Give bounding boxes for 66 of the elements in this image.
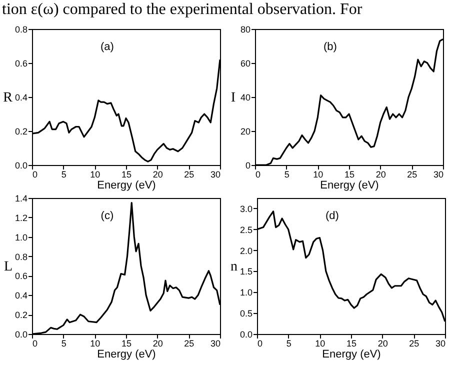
x-tick-label: 25 [407, 170, 418, 180]
y-tick-label: 1.5 [240, 266, 252, 277]
y-axis-title: R [3, 90, 14, 106]
y-tick-label: 1.2 [14, 212, 28, 223]
x-axis-title: Energy (eV) [322, 348, 381, 360]
x-tick-label: 10 [313, 170, 324, 180]
y-tick-label: 0 [245, 160, 250, 170]
y-tick-label: 2.5 [240, 224, 252, 235]
y-tick-label: 3.0 [240, 204, 252, 214]
x-tick-label: 30 [210, 338, 220, 348]
x-tick-label: 10 [90, 170, 100, 180]
annotation: (a) [100, 41, 114, 53]
x-tick-label: 20 [152, 338, 163, 348]
annotation: (b) [323, 41, 337, 53]
y-axis-title: n [230, 260, 238, 274]
y-tick-label: 40 [240, 92, 250, 102]
x-axis-title: Energy (eV) [97, 348, 156, 360]
x-tick-label: 15 [346, 338, 357, 348]
x-axis-title: Energy (eV) [97, 180, 156, 192]
y-tick-label: 60 [240, 58, 250, 68]
x-tick-label: 30 [210, 170, 220, 180]
y-tick-label: 20 [240, 126, 250, 136]
x-tick-label: 5 [286, 338, 292, 348]
y-tick-label: 0.0 [240, 330, 252, 340]
y-tick-label: 0.0 [14, 330, 28, 340]
x-axis-title: Energy (eV) [320, 180, 379, 192]
x-tick-label: 15 [121, 338, 132, 348]
y-tick-label: 0.8 [14, 252, 28, 262]
annotation: (d) [325, 210, 339, 222]
y-tick-label: 0.0 [14, 160, 28, 170]
x-tick-label: 20 [378, 338, 388, 348]
x-tick-label: 10 [315, 338, 326, 348]
y-tick-label: 1.4 [14, 194, 28, 204]
y-tick-label: 0.6 [14, 271, 28, 282]
x-tick-label: 15 [121, 170, 132, 180]
y-tick-label: 0.2 [14, 126, 28, 136]
y-tick-label: 0.6 [14, 58, 28, 68]
x-tick-label: 20 [376, 170, 386, 180]
text: tion ε(ω) compared to the experimental observation. For [1, 0, 364, 20]
y-tick-label: 0.4 [14, 290, 28, 301]
x-tick-label: 25 [184, 338, 194, 348]
x-tick-label: 0 [32, 170, 38, 180]
y-tick-label: 0.2 [14, 310, 28, 320]
x-tick-label: 5 [284, 170, 290, 180]
y-axis-title: I [230, 90, 236, 106]
x-tick-label: 15 [344, 170, 355, 180]
y-tick-label: 80 [240, 24, 250, 34]
x-tick-label: 0 [256, 170, 261, 180]
annotation: (c) [100, 210, 114, 222]
x-tick-label: 0 [258, 338, 263, 348]
x-tick-label: 30 [435, 338, 446, 348]
y-tick-label: 2.0 [240, 246, 252, 256]
x-tick-label: 30 [433, 170, 444, 180]
x-tick-label: 25 [184, 170, 194, 180]
y-tick-label: 0.4 [14, 92, 28, 102]
x-tick-label: 5 [61, 170, 66, 180]
x-tick-label: 20 [152, 170, 163, 180]
y-tick-label: 1.0 [14, 232, 28, 242]
x-tick-label: 25 [409, 338, 420, 348]
x-tick-label: 5 [61, 338, 66, 348]
x-tick-label: 0 [32, 338, 38, 348]
x-tick-label: 10 [90, 338, 100, 348]
y-tick-label: 0.5 [240, 308, 252, 319]
y-tick-label: 1.0 [240, 288, 252, 298]
y-axis-title: L [4, 260, 12, 274]
y-tick-label: 0.8 [14, 24, 28, 34]
